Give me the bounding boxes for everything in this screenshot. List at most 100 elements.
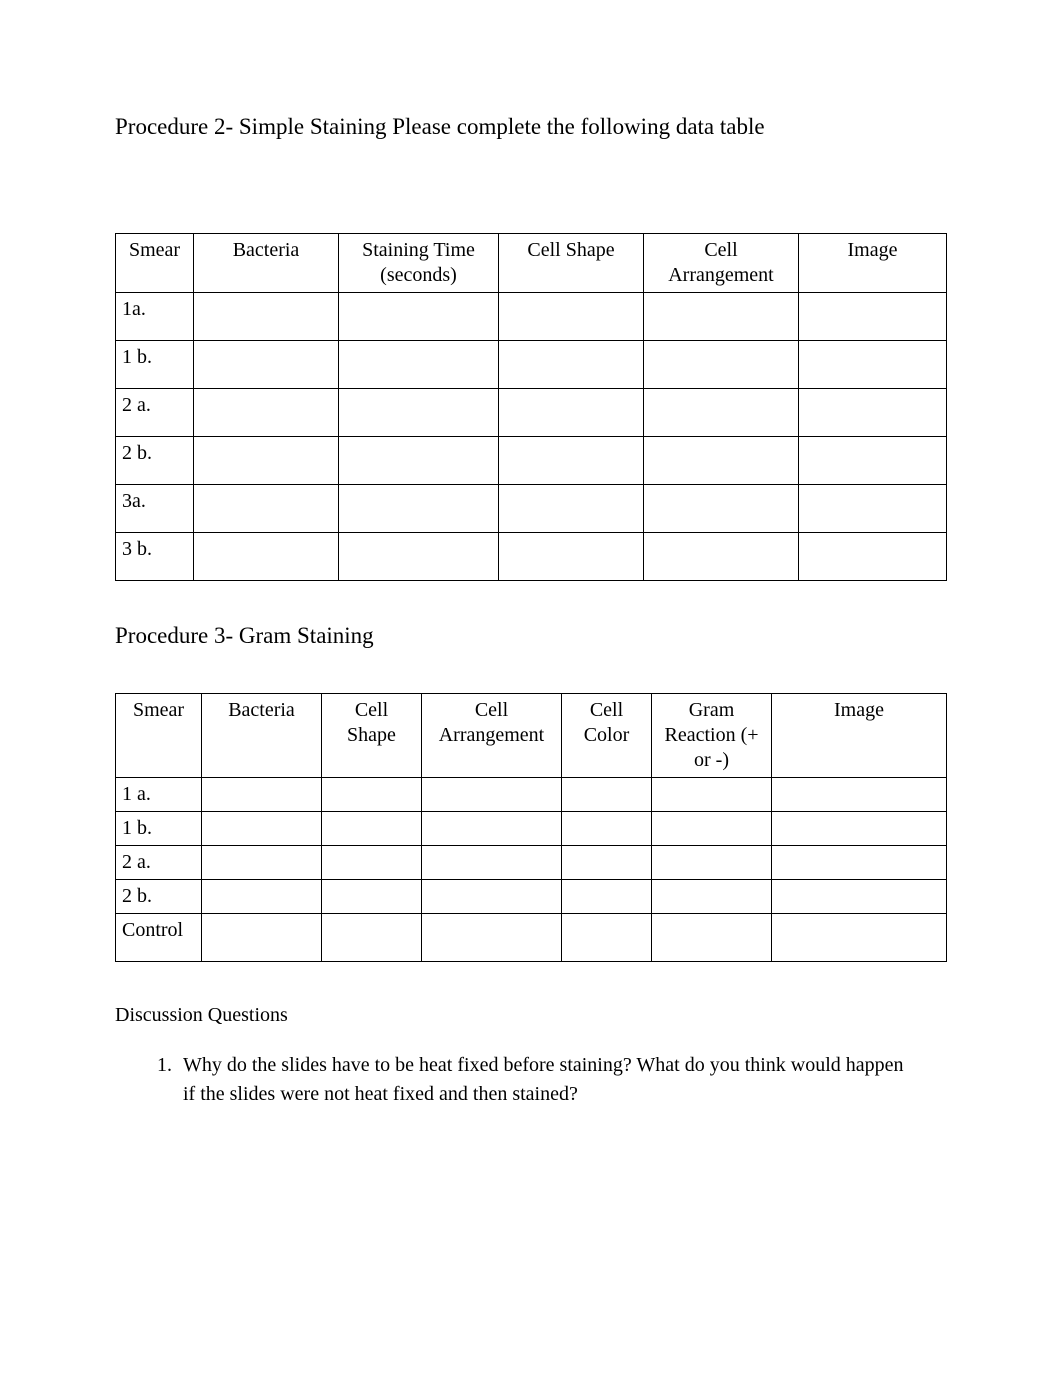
p3-cell-cellshape bbox=[322, 879, 422, 913]
p3-cell-cellcolor bbox=[562, 913, 652, 961]
table-row: Control bbox=[116, 913, 947, 961]
p3-col-cellshape: Cell Shape bbox=[322, 693, 422, 777]
p2-cell-cellshape bbox=[499, 485, 644, 533]
p3-cell-cellarr bbox=[422, 879, 562, 913]
procedure3-thead: Smear Bacteria Cell Shape Cell Arrangeme… bbox=[116, 693, 947, 777]
p2-cell-cellarr bbox=[644, 485, 799, 533]
p3-col-smear: Smear bbox=[116, 693, 202, 777]
p3-cell-cellcolor bbox=[562, 811, 652, 845]
p2-cell-bacteria bbox=[194, 485, 339, 533]
p3-cell-image bbox=[772, 777, 947, 811]
table-row: 2 a. bbox=[116, 389, 947, 437]
table-row: 1a. bbox=[116, 293, 947, 341]
p2-col-bacteria: Bacteria bbox=[194, 234, 339, 293]
p3-cell-gram bbox=[652, 777, 772, 811]
p2-cell-bacteria bbox=[194, 389, 339, 437]
p3-cell-cellshape bbox=[322, 845, 422, 879]
p3-cell-cellshape bbox=[322, 777, 422, 811]
p2-cell-cellshape bbox=[499, 293, 644, 341]
p2-cell-smear: 2 a. bbox=[116, 389, 194, 437]
table-row: 2 b. bbox=[116, 879, 947, 913]
p2-cell-staintime bbox=[339, 341, 499, 389]
p3-col-image: Image bbox=[772, 693, 947, 777]
p2-cell-smear: 3 b. bbox=[116, 533, 194, 581]
discussion-label: Discussion Questions bbox=[115, 1004, 947, 1027]
p3-cell-image bbox=[772, 811, 947, 845]
p2-cell-smear: 3a. bbox=[116, 485, 194, 533]
p2-cell-image bbox=[799, 341, 947, 389]
p3-cell-gram bbox=[652, 845, 772, 879]
p2-cell-cellarr bbox=[644, 389, 799, 437]
p3-cell-cellshape bbox=[322, 811, 422, 845]
p2-cell-cellshape bbox=[499, 389, 644, 437]
p3-cell-image bbox=[772, 845, 947, 879]
p2-cell-image bbox=[799, 293, 947, 341]
procedure2-heading: Procedure 2- Simple Staining Please comp… bbox=[115, 110, 947, 143]
p3-col-gram: Gram Reaction (+ or -) bbox=[652, 693, 772, 777]
p2-cell-bacteria bbox=[194, 533, 339, 581]
p2-col-smear: Smear bbox=[116, 234, 194, 293]
p2-col-image: Image bbox=[799, 234, 947, 293]
procedure2-table: Smear Bacteria Staining Time (seconds) C… bbox=[115, 233, 947, 581]
p2-cell-image bbox=[799, 533, 947, 581]
p3-cell-bacteria bbox=[202, 811, 322, 845]
discussion-question: Why do the slides have to be heat fixed … bbox=[177, 1051, 947, 1109]
p3-col-cellarr: Cell Arrangement bbox=[422, 693, 562, 777]
p3-cell-cellshape bbox=[322, 913, 422, 961]
p3-col-cellcolor: Cell Color bbox=[562, 693, 652, 777]
p3-cell-bacteria bbox=[202, 845, 322, 879]
procedure3-table: Smear Bacteria Cell Shape Cell Arrangeme… bbox=[115, 693, 947, 962]
p2-cell-image bbox=[799, 485, 947, 533]
p2-cell-staintime bbox=[339, 533, 499, 581]
p3-cell-gram bbox=[652, 913, 772, 961]
p2-col-staintime: Staining Time (seconds) bbox=[339, 234, 499, 293]
p3-cell-smear: 2 b. bbox=[116, 879, 202, 913]
p3-cell-bacteria bbox=[202, 913, 322, 961]
p2-cell-staintime bbox=[339, 389, 499, 437]
p2-cell-bacteria bbox=[194, 437, 339, 485]
p3-cell-bacteria bbox=[202, 777, 322, 811]
p3-col-bacteria: Bacteria bbox=[202, 693, 322, 777]
p3-cell-gram bbox=[652, 879, 772, 913]
p2-cell-bacteria bbox=[194, 293, 339, 341]
p2-cell-image bbox=[799, 437, 947, 485]
p3-cell-cellarr bbox=[422, 913, 562, 961]
procedure3-tbody: 1 a. 1 b. 2 a. bbox=[116, 777, 947, 961]
table-row: 2 a. bbox=[116, 845, 947, 879]
table-row: 1 b. bbox=[116, 811, 947, 845]
p2-cell-cellarr bbox=[644, 293, 799, 341]
p3-cell-image bbox=[772, 913, 947, 961]
p3-cell-smear: Control bbox=[116, 913, 202, 961]
table-row: 1 a. bbox=[116, 777, 947, 811]
procedure3-heading: Procedure 3- Gram Staining bbox=[115, 619, 947, 652]
p2-cell-staintime bbox=[339, 485, 499, 533]
p2-cell-staintime bbox=[339, 293, 499, 341]
p3-cell-cellcolor bbox=[562, 879, 652, 913]
table-row: 3 b. bbox=[116, 533, 947, 581]
p2-col-cellshape: Cell Shape bbox=[499, 234, 644, 293]
p2-cell-cellarr bbox=[644, 341, 799, 389]
p3-cell-cellarr bbox=[422, 845, 562, 879]
p3-cell-gram bbox=[652, 811, 772, 845]
p2-cell-cellarr bbox=[644, 533, 799, 581]
p2-cell-smear: 1a. bbox=[116, 293, 194, 341]
p2-cell-cellarr bbox=[644, 437, 799, 485]
p3-cell-bacteria bbox=[202, 879, 322, 913]
p3-cell-cellcolor bbox=[562, 845, 652, 879]
p2-cell-cellshape bbox=[499, 341, 644, 389]
p2-cell-smear: 1 b. bbox=[116, 341, 194, 389]
p3-cell-cellcolor bbox=[562, 777, 652, 811]
p2-col-cellarr: Cell Arrangement bbox=[644, 234, 799, 293]
discussion-list: Why do the slides have to be heat fixed … bbox=[115, 1051, 947, 1109]
p3-cell-smear: 1 a. bbox=[116, 777, 202, 811]
p3-cell-cellarr bbox=[422, 777, 562, 811]
p3-cell-smear: 2 a. bbox=[116, 845, 202, 879]
p3-cell-cellarr bbox=[422, 811, 562, 845]
p2-cell-staintime bbox=[339, 437, 499, 485]
p2-cell-smear: 2 b. bbox=[116, 437, 194, 485]
p2-cell-cellshape bbox=[499, 437, 644, 485]
procedure2-tbody: 1a. 1 b. 2 a. bbox=[116, 293, 947, 581]
p2-cell-bacteria bbox=[194, 341, 339, 389]
page: Procedure 2- Simple Staining Please comp… bbox=[0, 0, 1062, 1109]
table-row: 2 b. bbox=[116, 437, 947, 485]
